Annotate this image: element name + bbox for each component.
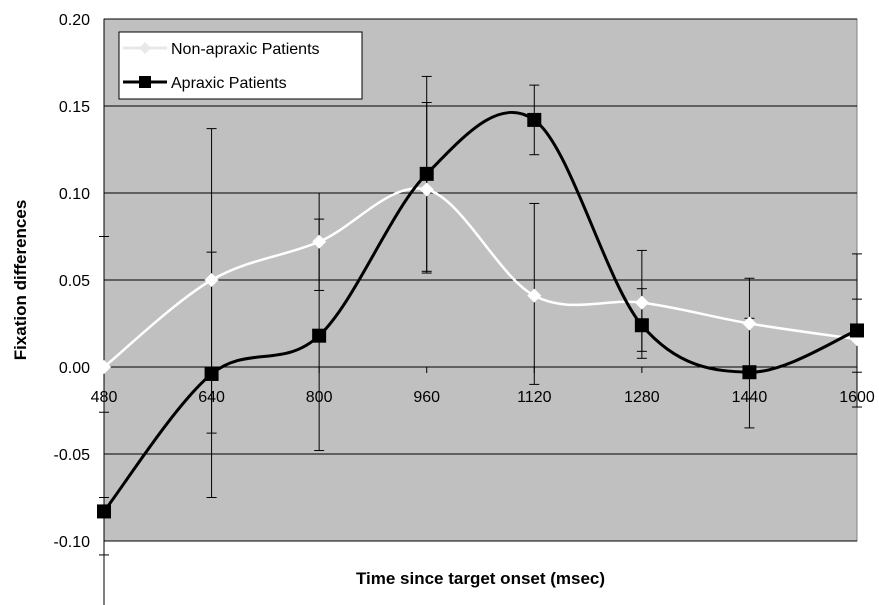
- y-tick-label: 0.05: [59, 273, 90, 290]
- legend-item: Non-apraxic Patients: [123, 41, 320, 58]
- legend-label: Non-apraxic Patients: [171, 41, 320, 58]
- x-axis-tick-labels: 480 640 800 960 1120 1280 1440 1600: [91, 389, 875, 406]
- data-point-non-apraxic: [634, 295, 649, 310]
- data-point-apraxic: [850, 323, 864, 338]
- legend-label: Apraxic Patients: [171, 75, 287, 92]
- legend-box: [118, 31, 363, 100]
- x-tick-label: 480: [91, 389, 118, 406]
- x-tick-label: 1600: [839, 389, 875, 406]
- y-tick-label: -0.05: [54, 447, 91, 464]
- y-axis-tick-labels: 0.20 0.15 0.10 0.05 0.00 -0.05 -0.10: [54, 12, 91, 551]
- x-tick-label: 640: [198, 389, 225, 406]
- error-bar: [99, 236, 109, 413]
- legend-swatch: [123, 76, 167, 88]
- x-tick-label: 1120: [517, 389, 552, 406]
- data-point-apraxic: [204, 366, 219, 381]
- x-axis-title: Time since target onset (msec): [356, 569, 605, 588]
- data-point-non-apraxic: [312, 234, 327, 249]
- series-line-non-apraxic: [103, 187, 858, 368]
- y-tick-label: 0.00: [59, 360, 90, 377]
- x-tick-label: 1280: [624, 389, 660, 406]
- series-lines: [102, 110, 858, 513]
- data-point-apraxic: [419, 166, 434, 181]
- data-point-apraxic: [742, 365, 757, 380]
- series-line-apraxic: [102, 110, 858, 513]
- legend-item: Apraxic Patients: [123, 75, 287, 92]
- data-point-apraxic: [634, 318, 649, 333]
- data-point-non-apraxic: [419, 182, 434, 197]
- y-tick-label: -0.10: [54, 534, 91, 551]
- legend-swatch: [123, 42, 167, 54]
- y-axis-title: Fixation differences: [11, 200, 30, 361]
- data-point-apraxic: [312, 328, 327, 343]
- data-markers: [97, 112, 864, 519]
- data-point-non-apraxic: [97, 360, 111, 374]
- data-point-apraxic: [97, 504, 111, 519]
- gridlines: [104, 18, 857, 542]
- data-point-non-apraxic: [204, 273, 219, 287]
- y-tick-label: 0.15: [59, 99, 90, 116]
- y-tick-label: 0.20: [59, 12, 90, 29]
- y-tick-label: 0.10: [59, 186, 90, 203]
- x-tick-label: 800: [306, 389, 333, 406]
- data-point-non-apraxic: [742, 316, 757, 331]
- x-tick-label: 1440: [732, 389, 768, 406]
- data-point-non-apraxic: [527, 288, 542, 303]
- legend: Non-apraxic Patients Apraxic Patients: [118, 31, 363, 100]
- data-point-apraxic: [527, 112, 542, 127]
- x-tick-label: 960: [413, 389, 440, 406]
